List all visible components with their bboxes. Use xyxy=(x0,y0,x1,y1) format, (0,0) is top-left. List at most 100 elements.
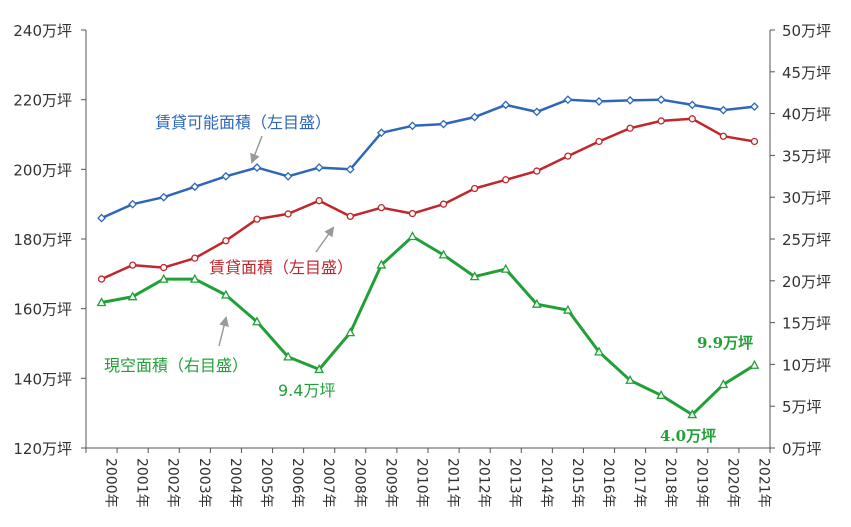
right-tick-label: 10万坪 xyxy=(782,356,831,374)
data-point xyxy=(625,95,635,105)
right-tick-label: 20万坪 xyxy=(782,273,831,291)
data-point xyxy=(626,124,634,132)
data-point xyxy=(687,409,698,419)
x-tick-label: 2011年 xyxy=(445,458,461,508)
x-tick-label: 2007年 xyxy=(320,458,336,508)
x-tick-label: 2014年 xyxy=(538,458,554,508)
series-line xyxy=(101,235,756,417)
x-tick-label: 2005年 xyxy=(258,458,274,508)
data-point xyxy=(625,374,635,384)
data-point xyxy=(688,115,696,123)
data-point xyxy=(252,316,262,326)
data-point xyxy=(127,291,138,301)
data-point xyxy=(500,263,511,273)
x-tick-label: 2003年 xyxy=(196,458,212,508)
label-vacant: 現空面積（右目盛） xyxy=(104,356,248,375)
arrow-available xyxy=(250,135,263,164)
right-tick-label: 30万坪 xyxy=(782,189,831,207)
data-point xyxy=(314,163,324,173)
data-point xyxy=(158,273,169,283)
data-point xyxy=(594,346,604,356)
data-point xyxy=(501,100,511,110)
right-tick-label: 45万坪 xyxy=(782,64,831,82)
data-point xyxy=(283,171,293,181)
x-tick-label: 2006年 xyxy=(289,458,305,508)
data-point xyxy=(564,152,572,160)
data-point xyxy=(377,203,386,212)
x-tick-label: 2009年 xyxy=(382,458,398,508)
data-point xyxy=(594,96,604,106)
data-point xyxy=(97,213,106,223)
x-tick-label: 2021年 xyxy=(755,458,771,508)
data-point xyxy=(719,132,728,140)
right-tick-label: 5万坪 xyxy=(782,398,822,416)
data-point xyxy=(687,100,697,110)
left-tick-label: 160万坪 xyxy=(13,301,72,319)
series-1 xyxy=(97,115,759,283)
data-point xyxy=(407,231,418,241)
data-point xyxy=(221,171,231,181)
data-point xyxy=(128,261,137,269)
left-tick-label: 240万坪 xyxy=(13,22,72,40)
series-line xyxy=(100,117,755,281)
data-point xyxy=(345,327,356,337)
data-point xyxy=(656,389,667,399)
data-point xyxy=(408,121,417,131)
data-point xyxy=(128,199,138,209)
data-point xyxy=(376,128,386,138)
data-point xyxy=(533,167,541,175)
data-point xyxy=(531,298,542,308)
arrow-leased xyxy=(315,226,335,253)
right-tick-label: 15万坪 xyxy=(782,315,831,333)
series-0 xyxy=(97,95,759,223)
data-point xyxy=(563,304,573,314)
data-point xyxy=(439,119,448,129)
x-tick-label: 2020年 xyxy=(724,458,740,508)
right-tick-label: 0万坪 xyxy=(782,440,822,458)
x-tick-label: 2018年 xyxy=(662,458,678,508)
data-point xyxy=(96,297,107,307)
data-point xyxy=(470,112,480,122)
x-tick-label: 2002年 xyxy=(165,458,181,508)
data-point xyxy=(750,137,759,146)
right-tick-label: 40万坪 xyxy=(782,106,831,124)
data-point xyxy=(189,273,200,283)
series-line xyxy=(100,98,755,220)
data-point xyxy=(439,200,448,208)
data-point xyxy=(345,164,355,174)
data-point xyxy=(190,182,200,192)
x-tick-label: 2017年 xyxy=(631,458,647,508)
x-tick-label: 2015年 xyxy=(569,458,585,508)
label-2021-value: 9.9万坪 xyxy=(697,334,753,352)
data-point xyxy=(718,379,729,389)
data-point xyxy=(718,105,728,115)
data-point xyxy=(252,163,262,173)
arrow-vacant xyxy=(218,316,229,347)
x-tick-label: 2016年 xyxy=(600,458,616,508)
data-point xyxy=(253,215,261,223)
label-leased: 賃貸面積（左目盛） xyxy=(209,258,353,277)
x-tick-label: 2008年 xyxy=(351,458,367,508)
data-point xyxy=(283,351,293,361)
data-point xyxy=(749,359,760,369)
right-tick-label: 50万坪 xyxy=(782,22,831,40)
data-point xyxy=(346,212,354,221)
data-point xyxy=(595,137,603,146)
label-available: 賃貸可能面積（左目盛） xyxy=(155,113,331,132)
series-2 xyxy=(96,231,760,419)
data-point xyxy=(284,210,292,218)
data-point xyxy=(315,197,323,205)
data-point xyxy=(314,364,325,374)
data-point xyxy=(159,192,169,202)
data-point xyxy=(657,117,665,125)
x-tick-label: 2004年 xyxy=(227,458,243,508)
x-tick-label: 2013年 xyxy=(507,458,523,508)
left-tick-label: 120万坪 xyxy=(13,440,72,458)
data-point xyxy=(750,102,759,112)
x-tick-label: 2000年 xyxy=(103,458,119,508)
x-tick-label: 2012年 xyxy=(476,458,492,508)
left-tick-label: 180万坪 xyxy=(13,231,72,249)
data-point xyxy=(160,263,168,272)
